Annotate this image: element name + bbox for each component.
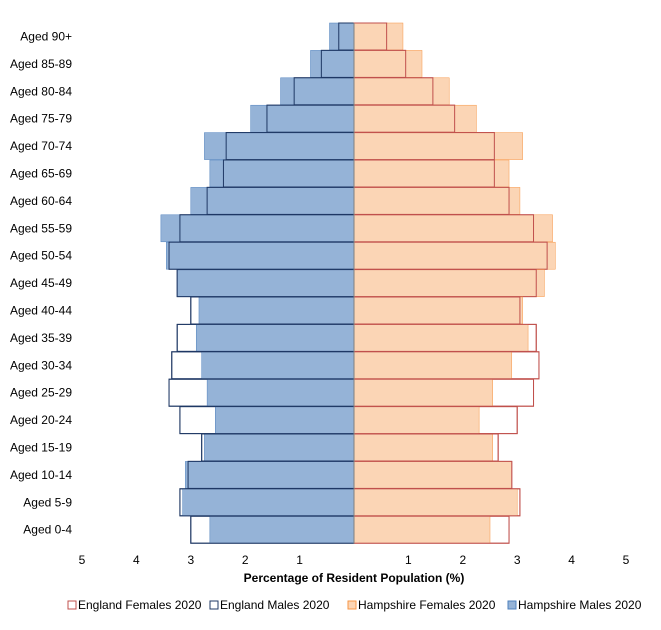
y-tick-label: Aged 35-39 [10, 331, 72, 345]
bar-hampshire-females-aged-10-14 [353, 461, 513, 489]
x-tick-label: 5 [623, 553, 630, 567]
bar-hampshire-females-aged-80-84 [353, 77, 450, 106]
bar-hampshire-males-aged-80-84 [280, 77, 355, 106]
y-tick-label: Aged 15-19 [10, 441, 72, 455]
x-tick-label: 3 [187, 553, 194, 567]
y-tick-label: Aged 45-49 [10, 276, 72, 290]
y-tick-label: Aged 80-84 [10, 84, 72, 98]
legend-swatch-hampshire-males-2020 [507, 600, 517, 610]
bar-hampshire-males-aged-50-54 [166, 241, 355, 270]
y-tick-label: Aged 85-89 [10, 57, 72, 71]
bar-hampshire-females-aged-5-9 [353, 488, 518, 517]
bar-hampshire-females-aged-20-24 [353, 406, 480, 434]
x-axis-tick-labels: 5 4 3 2 1 1 2 3 4 5 [79, 553, 630, 567]
y-tick-label: Aged 40-44 [10, 304, 72, 318]
bar-hampshire-females-aged-35-39 [353, 324, 529, 352]
bar-hampshire-females-aged-90 [353, 22, 404, 51]
legend: England Females 2020 England Males 2020 Ha… [67, 598, 642, 612]
x-tick-label: 2 [242, 553, 249, 567]
bar-hampshire-females-aged-25-29 [353, 378, 493, 407]
y-tick-label: Aged 70-74 [10, 139, 72, 153]
bar-hampshire-males-aged-20-24 [215, 406, 355, 434]
x-tick-label: 3 [514, 553, 521, 567]
bar-hampshire-males-aged-45-49 [176, 269, 355, 297]
legend-label-hampshire-males-2020: Hampshire Males 2020 [518, 598, 642, 612]
y-tick-label: Aged 60-64 [10, 194, 72, 208]
bar-hampshire-males-aged-40-44 [198, 296, 355, 325]
bar-hampshire-males-aged-15-19 [204, 433, 355, 462]
bar-hampshire-males-aged-70-74 [204, 132, 355, 160]
bar-hampshire-females-aged-70-74 [353, 132, 523, 160]
legend-swatch-england-males-2020 [209, 600, 219, 610]
x-tick-label: 2 [459, 553, 466, 567]
bars-layer [160, 22, 556, 544]
legend-swatch-england-females-2020 [67, 600, 77, 610]
bar-hampshire-males-aged-90 [329, 22, 355, 51]
x-axis-label: Percentage of Resident Population (%) [244, 571, 465, 585]
x-tick-label: 5 [79, 553, 86, 567]
bar-hampshire-males-aged-10-14 [185, 461, 355, 489]
y-tick-label: Aged 50-54 [10, 249, 72, 263]
y-tick-label: Aged 65-69 [10, 167, 72, 181]
y-tick-label: Aged 5-9 [23, 495, 72, 509]
bar-hampshire-females-aged-75-79 [353, 104, 477, 133]
bar-hampshire-females-aged-65-69 [353, 159, 510, 188]
y-tick-label: Aged 25-29 [10, 386, 72, 400]
bar-hampshire-females-aged-45-49 [353, 269, 545, 297]
y-tick-label: Aged 30-34 [10, 358, 72, 372]
bar-hampshire-males-aged-0-4 [209, 515, 355, 544]
bar-hampshire-females-aged-55-59 [353, 214, 553, 243]
bar-hampshire-males-aged-75-79 [250, 104, 355, 133]
bar-hampshire-males-aged-85-89 [310, 50, 355, 78]
bar-hampshire-females-aged-15-19 [353, 433, 493, 462]
bar-hampshire-males-aged-30-34 [201, 351, 355, 380]
y-tick-label: Aged 10-14 [10, 468, 72, 482]
bar-hampshire-females-aged-40-44 [353, 296, 523, 325]
y-axis-labels: Aged 90+ Aged 85-89 Aged 80-84 Aged 75-79 Ag… [10, 30, 72, 537]
y-tick-label: Aged 90+ [20, 30, 72, 44]
bar-hampshire-males-aged-55-59 [160, 214, 355, 243]
x-tick-label: 4 [568, 553, 575, 567]
y-tick-label: Aged 0-4 [23, 523, 72, 537]
bar-hampshire-females-aged-30-34 [353, 351, 513, 380]
bar-hampshire-males-aged-60-64 [190, 187, 355, 215]
y-tick-label: Aged 55-59 [10, 221, 72, 235]
x-tick-label: 4 [133, 553, 140, 567]
bar-hampshire-females-aged-85-89 [353, 50, 423, 78]
y-tick-label: Aged 75-79 [10, 112, 72, 126]
x-tick-label: 1 [296, 553, 303, 567]
legend-label-england-females-2020: England Females 2020 [78, 598, 202, 612]
bar-hampshire-males-aged-25-29 [206, 378, 355, 407]
bar-hampshire-females-aged-50-54 [353, 241, 556, 270]
y-tick-label: Aged 20-24 [10, 413, 72, 427]
bar-hampshire-males-aged-65-69 [209, 159, 355, 188]
legend-swatch-hampshire-females-2020 [347, 600, 357, 610]
bar-hampshire-females-aged-0-4 [353, 515, 491, 544]
x-tick-label: 1 [405, 553, 412, 567]
bar-hampshire-males-aged-5-9 [182, 488, 355, 517]
bar-hampshire-males-aged-35-39 [195, 324, 355, 352]
legend-label-england-males-2020: England Males 2020 [220, 598, 330, 612]
bar-hampshire-females-aged-60-64 [353, 187, 521, 215]
legend-label-hampshire-females-2020: Hampshire Females 2020 [358, 598, 496, 612]
